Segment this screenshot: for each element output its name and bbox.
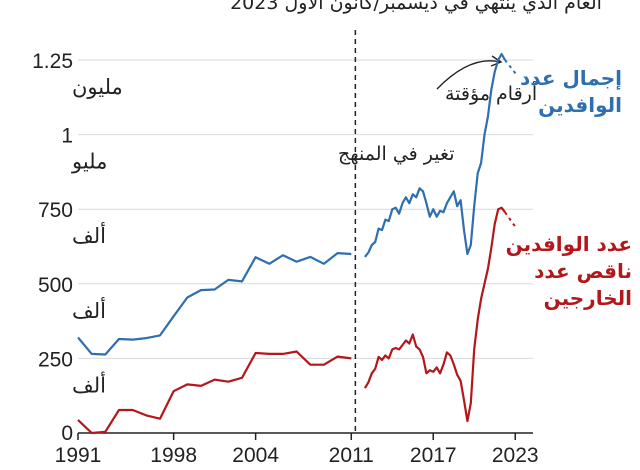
- x-tick-label: 1991: [55, 444, 102, 467]
- net-series-label: ناقص عدد: [534, 259, 632, 283]
- inflow-series-label: إجمال عدد: [520, 66, 622, 90]
- net-series-label: الخارجين: [544, 286, 632, 310]
- net-provisional-line: [504, 211, 518, 230]
- y-tick-label: مليو: [71, 151, 107, 174]
- net-series-label: عدد الوافدين: [506, 232, 632, 256]
- gridlines: [78, 59, 533, 359]
- series-labels: إجمال عدد الوافدين عدد الوافدين ناقص عدد الخ…: [506, 66, 632, 310]
- y-tick-label: 500: [38, 274, 73, 297]
- net-series-line: [363, 206, 506, 423]
- y-tick-label: ألف: [72, 222, 106, 248]
- y-tick-label: ألف: [72, 297, 106, 323]
- y-tick-label: 750: [38, 199, 73, 222]
- x-tick-label: 1998: [150, 444, 197, 467]
- x-axis: 1991 1998 2004 2011 2017 2023: [55, 432, 539, 467]
- y-tick-label: مليون: [72, 76, 123, 99]
- inflow-series-line: [77, 252, 352, 356]
- y-tick-label: 0: [61, 422, 73, 445]
- inflow-provisional-line: [504, 59, 518, 76]
- x-tick-label: 2017: [410, 444, 457, 467]
- provisional-arrow: [436, 60, 501, 90]
- chart-subtitle: العام الذي ينتهي في ديسمبر/كانون الأول 2…: [230, 0, 602, 14]
- y-tick-label: 250: [38, 348, 73, 371]
- inflow-series-line: [364, 52, 506, 258]
- y-tick-label: 1: [61, 125, 73, 148]
- inflow-series-label: الوافدين: [538, 93, 622, 117]
- x-tick-label: 2004: [232, 444, 279, 467]
- x-tick-label: 2023: [492, 444, 539, 467]
- y-tick-label: ألف: [72, 371, 106, 397]
- series-lines: [77, 52, 518, 435]
- provisional-arrowhead: [490, 55, 503, 67]
- y-tick-label: 1.25: [32, 50, 73, 73]
- net-series-line: [77, 350, 352, 435]
- x-tick-label: 2011: [329, 444, 374, 467]
- method-change-annotation: تغير في المنهج: [338, 143, 454, 165]
